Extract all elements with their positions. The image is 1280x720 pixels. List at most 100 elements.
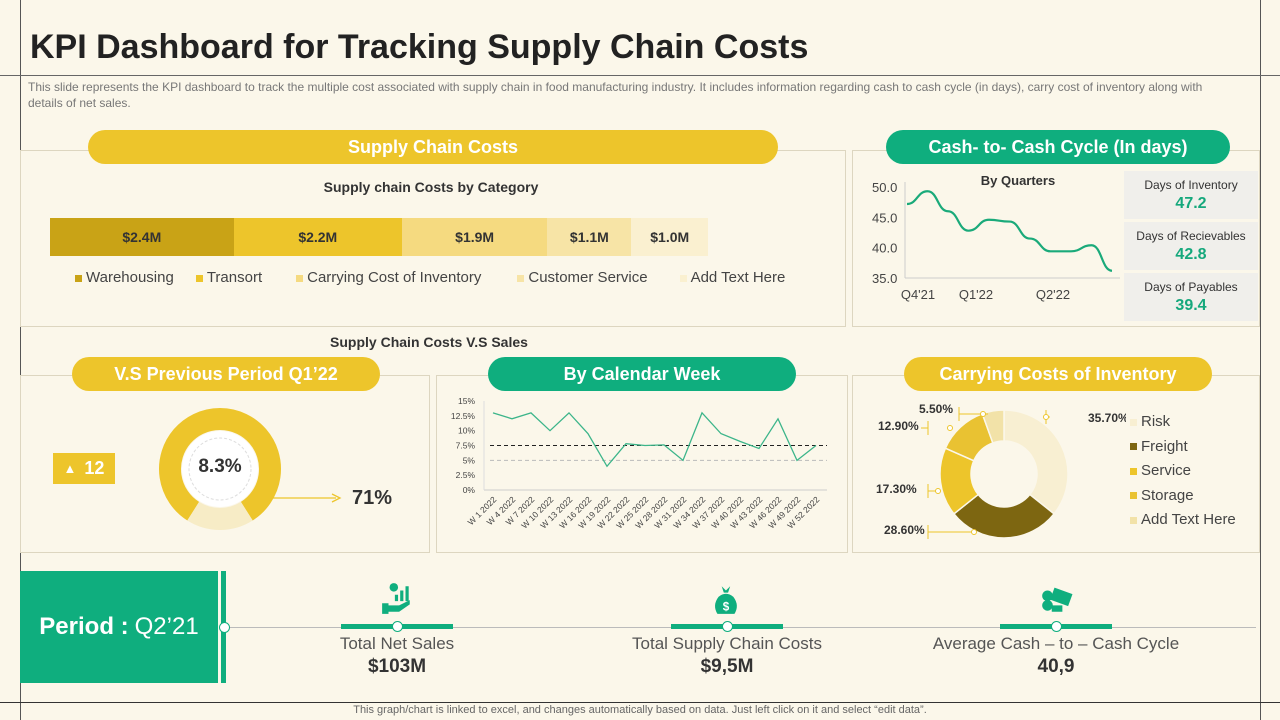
supply-chain-costs-header: Supply Chain Costs bbox=[88, 130, 778, 164]
stat-value: 47.2 bbox=[1175, 195, 1207, 212]
legend-swatch bbox=[1130, 492, 1137, 500]
category-stacked-bar: $2.4M $2.2M $1.9M $1.1M $1.0M bbox=[50, 218, 708, 256]
metric-label: Total Supply Chain Costs bbox=[632, 634, 822, 653]
vs-previous-header: V.S Previous Period Q1’22 bbox=[72, 357, 380, 391]
pointer-arrow-icon bbox=[270, 493, 342, 503]
metric-label: Total Net Sales bbox=[339, 634, 455, 653]
hand-growth-chart-icon bbox=[380, 582, 414, 616]
period-label: Period : bbox=[39, 613, 129, 640]
y-tick-label: 2.5% bbox=[456, 470, 476, 480]
y-tick-label: 10% bbox=[458, 426, 475, 436]
donut-value-arc bbox=[159, 408, 281, 521]
bar-segment-0: $2.4M bbox=[50, 218, 234, 256]
footer-note: This graph/chart is linked to excel, and… bbox=[353, 704, 927, 716]
segment-label: $1.9M bbox=[455, 229, 495, 245]
legend-item: Add Text Here bbox=[679, 269, 786, 286]
slice-label: 5.50% bbox=[919, 402, 953, 416]
legend-label: Transort bbox=[206, 269, 263, 286]
bar-segment-1: $2.2M bbox=[233, 218, 402, 256]
legend-swatch bbox=[75, 274, 82, 282]
y-tick-label: 15% bbox=[458, 396, 475, 406]
metric-0: Total Net Sales $103M bbox=[267, 634, 527, 678]
slice-label: 28.60% bbox=[884, 523, 925, 537]
legend-item: Transort bbox=[195, 269, 263, 286]
timeline-start-dot bbox=[219, 622, 230, 633]
legend-item: Freight bbox=[1130, 435, 1236, 460]
legend-item: Warehousing bbox=[75, 269, 174, 286]
leader-dot bbox=[971, 529, 977, 535]
legend-swatch bbox=[296, 274, 304, 282]
legend-label: Add Text Here bbox=[1141, 511, 1236, 528]
category-chart-title: Supply chain Costs by Category bbox=[323, 179, 539, 195]
bar-segment-4: $1.0M bbox=[631, 218, 708, 256]
legend-item: Add Text Here bbox=[1130, 508, 1236, 533]
legend-swatch bbox=[1130, 467, 1137, 475]
legend-item: Risk bbox=[1130, 410, 1236, 435]
right-border bbox=[1260, 0, 1261, 720]
y-tick-label: 40.0 bbox=[872, 241, 897, 256]
donut-inner-ring bbox=[188, 437, 252, 501]
series-line bbox=[492, 411, 817, 468]
weekly-header: By Calendar Week bbox=[488, 357, 796, 391]
y-tick-label: 5% bbox=[463, 455, 476, 465]
legend-item: Customer Service bbox=[517, 269, 648, 286]
change-value: 12 bbox=[84, 458, 105, 478]
series-line bbox=[906, 190, 1113, 272]
money-bag-icon: $ bbox=[710, 582, 744, 616]
legend-item: Storage bbox=[1130, 484, 1236, 509]
category-legend: Warehousing Transort Carrying Cost of Inve… bbox=[75, 269, 785, 286]
donut-hole bbox=[182, 431, 258, 507]
vs-sales-title: Supply Chain Costs V.S Sales bbox=[330, 334, 528, 350]
quarters-line-chart: 50.0 45.0 40.0 35.0 By Quarters Q4'21 Q1'22 Q2'… bbox=[872, 173, 1120, 302]
timeline-dot bbox=[1051, 621, 1062, 632]
slice-label: 12.90% bbox=[878, 419, 919, 433]
carrying-donut-chart: 35.70% 28.60% 17.30% 12.90%5.50% bbox=[876, 402, 1126, 539]
days-payables-stat: Days of Payables 39.4 bbox=[1124, 273, 1258, 321]
legend-label: Warehousing bbox=[86, 269, 174, 286]
legend-label: Freight bbox=[1141, 437, 1188, 455]
legend-item: Carrying Cost of Inventory bbox=[296, 269, 481, 286]
metric-1: Total Supply Chain Costs $9,5M bbox=[597, 634, 857, 678]
footer-divider bbox=[0, 702, 1280, 703]
x-tick-label: Q2'22 bbox=[1036, 287, 1070, 302]
legend-swatch bbox=[195, 274, 203, 282]
page-title: KPI Dashboard for Tracking Supply Chain … bbox=[30, 28, 809, 66]
legend-label: Risk bbox=[1141, 413, 1171, 430]
y-tick-label: 50.0 bbox=[872, 180, 897, 195]
segment-label: $1.1M bbox=[569, 229, 609, 245]
legend-label: Add Text Here bbox=[690, 269, 786, 286]
legend-label: Service bbox=[1141, 462, 1192, 479]
days-receivables-stat: Days of Recievables 42.8 bbox=[1124, 222, 1258, 270]
legend-label: Customer Service bbox=[528, 269, 648, 286]
legend-swatch bbox=[1130, 418, 1137, 426]
stat-label: Days of Inventory bbox=[1144, 178, 1238, 192]
triangle-up-icon: ▲ bbox=[63, 461, 77, 476]
x-tick-label: Q4'21 bbox=[901, 287, 935, 302]
stat-label: Days of Payables bbox=[1144, 280, 1238, 294]
chart-title: By Quarters bbox=[981, 173, 1055, 188]
stat-value: 39.4 bbox=[1175, 297, 1207, 314]
left-border bbox=[20, 0, 21, 720]
days-inventory-stat: Days of Inventory 47.2 bbox=[1124, 171, 1258, 219]
metric-2: Average Cash – to – Cash Cycle 40,9 bbox=[926, 634, 1186, 678]
title-divider bbox=[0, 75, 1280, 76]
timeline-dot bbox=[392, 621, 403, 632]
stat-label: Days of Recievables bbox=[1136, 229, 1246, 243]
x-tick-label: Q1'22 bbox=[959, 287, 993, 302]
slice-label: 17.30% bbox=[876, 482, 917, 496]
carrying-header: Carrying Costs of Inventory bbox=[904, 357, 1212, 391]
metric-value: 40,9 bbox=[1037, 656, 1075, 677]
change-badge: ▲ 12 bbox=[53, 453, 115, 484]
pointer-value: 71% bbox=[352, 487, 393, 509]
metric-label: Average Cash – to – Cash Cycle bbox=[932, 634, 1180, 653]
segment-label: $2.2M bbox=[298, 229, 338, 245]
leader-dot bbox=[1043, 414, 1049, 420]
timeline-dot bbox=[722, 621, 733, 632]
carrying-legend: Risk Freight Service Storage Add Text Here bbox=[1130, 410, 1236, 533]
bar-segment-3: $1.1M bbox=[547, 218, 632, 256]
period-box: Period : Q2’21 bbox=[20, 571, 218, 683]
legend-swatch bbox=[517, 274, 525, 282]
y-tick-label: 7.5% bbox=[456, 441, 476, 451]
legend-swatch bbox=[1130, 516, 1137, 524]
